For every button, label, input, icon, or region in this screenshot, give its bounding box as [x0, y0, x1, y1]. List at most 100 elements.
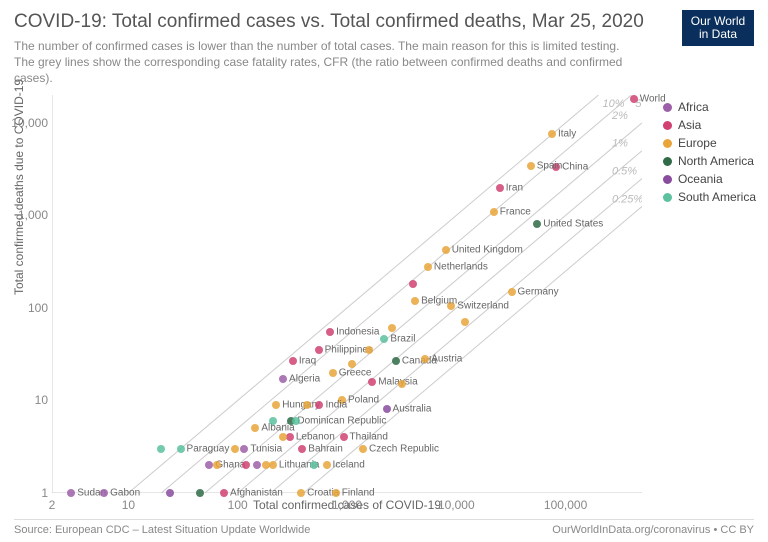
cfr-label: 0.5%	[612, 166, 637, 178]
data-point-label: Iceland	[333, 460, 365, 471]
legend-item[interactable]: Africa	[663, 98, 756, 116]
legend-swatch	[663, 157, 672, 166]
data-point[interactable]	[461, 318, 469, 326]
data-point[interactable]	[421, 355, 429, 363]
data-point[interactable]	[409, 280, 417, 288]
y-tick: 100	[8, 301, 48, 315]
data-point[interactable]	[303, 401, 311, 409]
chart-header: COVID-19: Total confirmed cases vs. Tota…	[14, 10, 678, 86]
legend-label: Oceania	[678, 172, 723, 186]
logo-line2: in Data	[699, 28, 737, 41]
data-point[interactable]	[196, 489, 204, 497]
cfr-label: 2%	[611, 110, 628, 122]
data-point[interactable]	[442, 246, 450, 254]
data-point-label: Austria	[431, 354, 462, 365]
data-point[interactable]	[388, 324, 396, 332]
legend-item[interactable]: Asia	[663, 116, 756, 134]
data-point[interactable]	[177, 445, 185, 453]
data-point-label: Czech Republic	[369, 443, 439, 454]
data-point[interactable]	[392, 357, 400, 365]
data-point[interactable]	[310, 461, 318, 469]
data-point[interactable]	[213, 461, 221, 469]
data-point[interactable]	[496, 184, 504, 192]
y-tick: 1,000	[8, 208, 48, 222]
data-point[interactable]	[67, 489, 75, 497]
data-point-label: Iraq	[299, 355, 316, 366]
data-point[interactable]	[329, 369, 337, 377]
y-tick: 10,000	[8, 116, 48, 130]
data-point[interactable]	[251, 424, 259, 432]
data-point-label: Italy	[558, 129, 576, 140]
data-point[interactable]	[279, 433, 287, 441]
legend-label: North America	[678, 154, 754, 168]
data-point[interactable]	[240, 445, 248, 453]
legend-label: Asia	[678, 118, 701, 132]
data-point-label: Greece	[339, 367, 372, 378]
data-point[interactable]	[359, 445, 367, 453]
data-point[interactable]	[100, 489, 108, 497]
data-point[interactable]	[297, 489, 305, 497]
data-point[interactable]	[380, 335, 388, 343]
data-point[interactable]	[348, 360, 356, 368]
data-point[interactable]	[490, 208, 498, 216]
data-point[interactable]	[315, 346, 323, 354]
data-point[interactable]	[166, 489, 174, 497]
data-point[interactable]	[383, 405, 391, 413]
data-point-label: Paraguay	[187, 443, 230, 454]
data-point[interactable]	[508, 288, 516, 296]
data-point[interactable]	[269, 461, 277, 469]
data-point[interactable]	[289, 357, 297, 365]
data-point-label: Dominican Republic	[297, 415, 386, 426]
data-point[interactable]	[398, 380, 406, 388]
owid-logo: Our World in Data	[682, 10, 754, 46]
data-point[interactable]	[231, 445, 239, 453]
cfr-label: 1%	[612, 138, 628, 150]
data-point[interactable]	[424, 263, 432, 271]
cfr-label: 0.25%	[612, 193, 642, 205]
data-point-label: Netherlands	[434, 261, 488, 272]
data-point[interactable]	[323, 461, 331, 469]
data-point[interactable]	[326, 328, 334, 336]
data-point-label: Germany	[518, 286, 559, 297]
data-point[interactable]	[292, 417, 300, 425]
data-point[interactable]	[220, 489, 228, 497]
data-point[interactable]	[272, 401, 280, 409]
legend-item[interactable]: South America	[663, 188, 756, 206]
data-point[interactable]	[411, 297, 419, 305]
legend-swatch	[663, 193, 672, 202]
data-point[interactable]	[340, 433, 348, 441]
data-point-label: China	[562, 162, 588, 173]
data-point-label: Australia	[393, 404, 432, 415]
legend-item[interactable]: Oceania	[663, 170, 756, 188]
x-tick: 100	[228, 498, 248, 512]
data-point[interactable]	[205, 461, 213, 469]
legend-item[interactable]: Europe	[663, 134, 756, 152]
data-point[interactable]	[315, 401, 323, 409]
data-point-label: Iran	[506, 182, 523, 193]
data-point[interactable]	[548, 130, 556, 138]
data-point-label: World	[640, 94, 666, 105]
data-point-label: Spain	[537, 161, 563, 172]
data-point[interactable]	[630, 95, 638, 103]
data-point[interactable]	[365, 346, 373, 354]
data-point[interactable]	[157, 445, 165, 453]
legend-label: South America	[678, 190, 756, 204]
y-tick: 1	[8, 486, 48, 500]
data-point[interactable]	[242, 461, 250, 469]
legend-item[interactable]: North America	[663, 152, 756, 170]
data-point[interactable]	[533, 220, 541, 228]
data-point-label: France	[500, 206, 531, 217]
data-point[interactable]	[298, 445, 306, 453]
data-point[interactable]	[269, 417, 277, 425]
data-point[interactable]	[253, 461, 261, 469]
data-point[interactable]	[262, 461, 270, 469]
data-point[interactable]	[332, 489, 340, 497]
data-point-label: Afghanistan	[230, 488, 283, 499]
source-text: Source: European CDC – Latest Situation …	[14, 524, 310, 536]
attribution-text: OurWorldInData.org/coronavirus • CC BY	[552, 524, 754, 536]
data-point[interactable]	[368, 378, 376, 386]
data-point-label: Belgium	[421, 295, 457, 306]
chart-subtitle: The number of confirmed cases is lower t…	[14, 38, 634, 87]
data-point[interactable]	[527, 162, 535, 170]
data-point[interactable]	[279, 375, 287, 383]
